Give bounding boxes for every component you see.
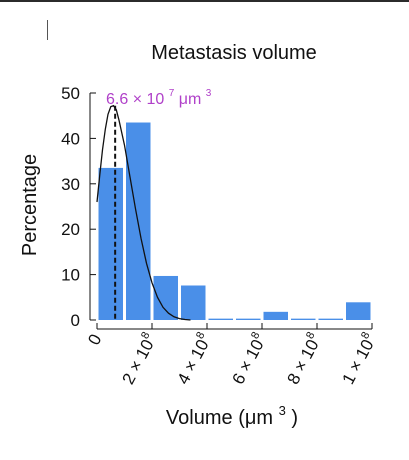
y-tick-label-20: 20	[61, 220, 80, 239]
bar-5	[236, 318, 261, 320]
x-tick-label-0: 0	[84, 331, 105, 348]
x-axis-label: Volume (μm 3 )	[166, 398, 298, 429]
bars	[98, 122, 371, 320]
chart-title: Metastasis volume	[151, 42, 317, 64]
x-tick-label-1: 2 × 108	[117, 330, 161, 387]
annotation-unit: μm	[179, 91, 202, 108]
bar-4	[208, 318, 233, 320]
annotation-base: 6.6 × 10	[106, 91, 164, 108]
x-tick-label-2: 4 × 108	[172, 330, 216, 387]
x-tick-label-4: 8 × 108	[282, 330, 326, 387]
bar-8	[318, 318, 343, 320]
bar-0	[98, 167, 123, 320]
panel-edge-mark	[47, 20, 48, 40]
y-tick-label-50: 50	[61, 84, 80, 103]
mode-annotation: 6.6 × 10 7 μm 3	[106, 83, 212, 108]
x-axis-label-text: Volume (μm	[166, 407, 273, 429]
bar-7	[291, 318, 316, 320]
annotation-unit-exp: 3	[206, 88, 212, 99]
y-axis-label: Percentage	[19, 154, 41, 256]
y-tick-label-40: 40	[61, 129, 80, 148]
bar-6	[263, 311, 288, 320]
y-tick-label-0: 0	[71, 311, 80, 330]
x-axis-label-close: )	[291, 407, 298, 429]
x-tick-label-3: 6 × 108	[227, 330, 271, 387]
y-tick-label-10: 10	[61, 266, 80, 285]
y-tick-label-30: 30	[61, 175, 80, 194]
bar-3	[181, 285, 206, 320]
annotation-exp: 7	[169, 88, 175, 99]
x-tick-label-5: 1 × 108	[337, 330, 381, 387]
x-axis-label-sup: 3	[279, 403, 286, 418]
bar-9	[346, 302, 371, 320]
top-border	[0, 0, 409, 2]
fit-curve	[96, 104, 191, 321]
y-axis: 0 10 20 30 40 50	[61, 84, 96, 330]
